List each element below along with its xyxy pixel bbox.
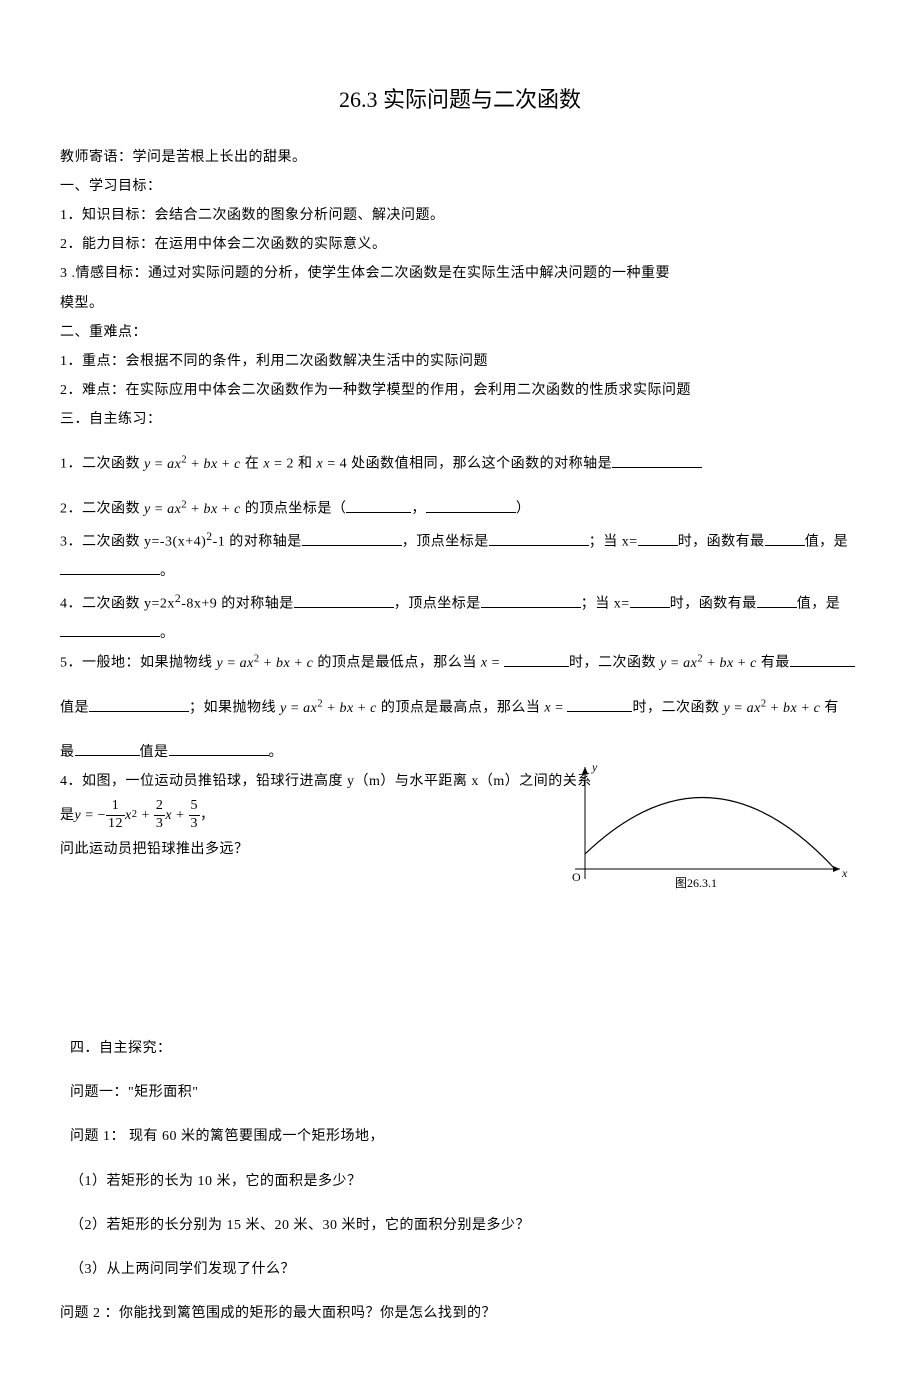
question-3-cont: 。 — [60, 559, 860, 584]
blank — [426, 499, 516, 513]
section2-heading: 二、重难点： — [60, 320, 860, 345]
question-4-cont: 。 — [60, 621, 860, 646]
question-2: 2．二次函数 y = ax2 + bx + c 的顶点坐标是（ ， ） — [60, 496, 860, 522]
shot-put-formula: y = −112x2 + 23x + 53 — [75, 798, 201, 833]
y-axis-label: y — [591, 760, 598, 774]
q5-l3-end: 。 — [269, 745, 284, 760]
q5-l2-mid2: 的顶点是最高点，那么当 — [377, 701, 545, 716]
q1-mid2: 和 — [294, 457, 317, 472]
x-axis-label: x — [841, 866, 848, 880]
q4-mid4: 时，函数有最 — [670, 597, 757, 612]
goal-2: 2．能力目标：在运用中体会二次函数的实际意义。 — [60, 232, 860, 257]
q5-l2-mid4: 有 — [820, 701, 839, 716]
question-1: 1．二次函数 y = ax2 + bx + c 在 x = 2 和 x = 4 … — [60, 451, 860, 477]
blank — [567, 698, 632, 712]
q4-mid5: 值，是 — [797, 597, 841, 612]
blank — [89, 698, 189, 712]
blank — [765, 532, 805, 546]
q5-l2-pre: 值是 — [60, 701, 89, 716]
q5-l3-pre: 最 — [60, 745, 75, 760]
q5-mid3: 有最 — [757, 656, 790, 671]
question-5: 5．一般地：如果抛物线 y = ax2 + bx + c 的顶点是最低点，那么当… — [60, 650, 860, 676]
origin-label: O — [572, 870, 581, 884]
formula-quad-3: y = ax2 + bx + c — [217, 656, 314, 671]
q5-l3-mid: 值是 — [140, 745, 169, 760]
blank — [757, 594, 797, 608]
q1-pre: 1．二次函数 — [60, 457, 144, 472]
q4-mid1: -8x+9 的对称轴是 — [181, 597, 294, 612]
difficulty-1: 1．重点：会根据不同的条件，利用二次函数解决生活中的实际问题 — [60, 349, 860, 374]
question-5-line2: 值是 ；如果抛物线 y = ax2 + bx + c 的顶点是最高点，那么当 x … — [60, 695, 860, 721]
q1-mid1: 在 — [241, 457, 264, 472]
q5-l2-mid3: 时，二次函数 — [632, 701, 723, 716]
formula-xeq-1: x = — [481, 656, 504, 671]
section3-heading: 三．自主练习： — [60, 407, 860, 432]
blank — [346, 499, 411, 513]
blank — [60, 623, 160, 637]
problem-2: 问题 2 ：你能找到篱笆围成的矩形的最大面积吗？你是怎么找到的？ — [60, 1301, 860, 1326]
formula-quad-5: y = ax2 + bx + c — [280, 701, 377, 716]
q3-mid3: ；当 x= — [589, 535, 638, 550]
q3-mid1: -1 的对称轴是 — [213, 535, 302, 550]
q3-mid4: 时，函数有最 — [678, 535, 765, 550]
formula-quad-1: y = ax2 + bx + c — [144, 457, 241, 472]
goal-1: 1．知识目标：会结合二次函数的图象分析问题、解决问题。 — [60, 203, 860, 228]
q5-pre: 5．一般地：如果抛物线 — [60, 656, 217, 671]
q4-mid3: ；当 x= — [581, 597, 630, 612]
section4-heading: 四．自主探究： — [70, 1036, 860, 1061]
page-title: 26.3 实际问题与二次函数 — [60, 80, 860, 120]
teacher-note: 教师寄语：学问是苦根上长出的甜果。 — [60, 145, 860, 170]
blank — [638, 532, 678, 546]
figure-label: 图26.3.1 — [675, 876, 717, 890]
q5-mid1: 的顶点是最低点，那么当 — [313, 656, 481, 671]
formula-x2: x = 2 — [263, 457, 294, 472]
q4b-eq-end: ， — [200, 803, 215, 828]
q2-pre: 2．二次函数 — [60, 502, 144, 517]
q4-pre: 4．二次函数 y=2x — [60, 597, 175, 612]
q1-post: 处函数值相同，那么这个函数的对称轴是 — [347, 457, 612, 472]
section1-heading: 一、学习目标： — [60, 174, 860, 199]
topic-1: 问题一："矩形面积" — [70, 1080, 860, 1105]
q5-l2-mid1: ；如果抛物线 — [189, 701, 280, 716]
question-3: 3．二次函数 y=-3(x+4)2-1 的对称轴是，顶点坐标是；当 x=时，函数… — [60, 526, 860, 555]
formula-xeq-2: x = — [544, 701, 567, 716]
problem-1-sub2: （2）若矩形的长分别为 15 米、20 米、30 米时，它的面积分别是多少？ — [70, 1213, 860, 1238]
problem-1: 问题 1： 现有 60 米的篱笆要围成一个矩形场地， — [70, 1124, 860, 1149]
blank — [489, 532, 589, 546]
parabola-figure: O x y 图26.3.1 — [560, 759, 850, 899]
blank — [504, 653, 569, 667]
problem-1-sub3: （3）从上两问同学们发现了什么？ — [70, 1257, 860, 1282]
blank — [302, 532, 402, 546]
q3-end: 。 — [160, 564, 175, 579]
formula-quad-2: y = ax2 + bx + c — [144, 502, 241, 517]
blank — [169, 742, 269, 756]
blank — [75, 742, 140, 756]
blank — [630, 594, 670, 608]
difficulty-2: 2．难点：在实际应用中体会二次函数作为一种数学模型的作用，会利用二次函数的性质求… — [60, 378, 860, 403]
formula-quad-4: y = ax2 + bx + c — [660, 656, 757, 671]
q2-end: ） — [516, 502, 531, 517]
blank — [790, 653, 855, 667]
blank — [60, 561, 160, 575]
blank — [481, 594, 581, 608]
q2-post: 的顶点坐标是（ — [241, 502, 347, 517]
goal-3b: 模型。 — [60, 291, 860, 316]
q4b-eq-pre: 是 — [60, 803, 75, 828]
q2-sep: ， — [411, 502, 426, 517]
q5-mid2: 时，二次函数 — [569, 656, 660, 671]
q4-end: 。 — [160, 626, 175, 641]
question-4: 4．二次函数 y=2x2-8x+9 的对称轴是，顶点坐标是；当 x=时，函数有最… — [60, 588, 860, 617]
formula-quad-6: y = ax2 + bx + c — [723, 701, 820, 716]
q4-mid2: ，顶点坐标是 — [394, 597, 481, 612]
q3-pre: 3．二次函数 y=-3(x+4) — [60, 535, 206, 550]
blank — [294, 594, 394, 608]
formula-x4: x = 4 — [316, 457, 347, 472]
blank — [612, 454, 702, 468]
q3-mid5: 值，是 — [805, 535, 849, 550]
goal-3a: 3 .情感目标：通过对实际问题的分析，使学生体会二次函数是在实际生活中解决问题的… — [60, 261, 860, 286]
q3-mid2: ，顶点坐标是 — [402, 535, 489, 550]
problem-1-sub1: （1）若矩形的长为 10 米，它的面积是多少？ — [70, 1169, 860, 1194]
